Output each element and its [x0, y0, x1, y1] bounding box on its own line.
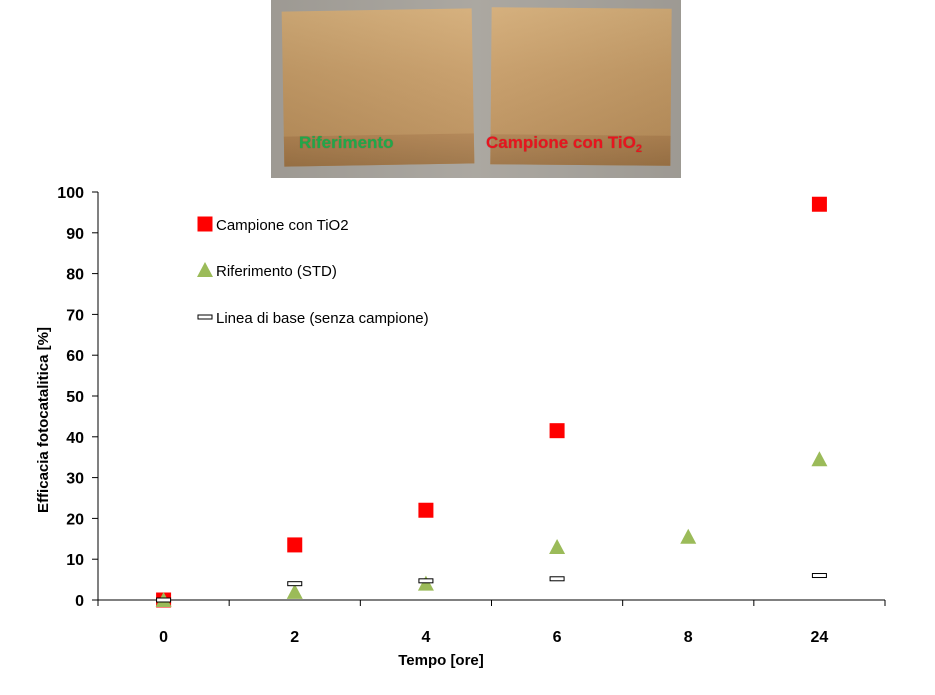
legend-label: Linea di base (senza campione): [216, 310, 429, 327]
legend-label: Campione con TiO2: [216, 217, 349, 234]
data-point-triangle: [286, 583, 303, 599]
y-tick-label: 40: [66, 430, 84, 447]
data-point-triangle: [811, 451, 828, 467]
legend-marker-square: [197, 216, 213, 232]
data-point-dash: [287, 581, 303, 587]
photo-label-sample-subscript: 2: [635, 143, 642, 155]
x-tick-label: 8: [684, 629, 693, 646]
y-axis-ticks: 0 10 20 30 40 50 60 70 80 90 100: [57, 185, 98, 610]
x-tick-label: 4: [421, 629, 430, 646]
y-tick-label: 20: [66, 511, 84, 528]
x-axis-title: Tempo [ore]: [398, 652, 484, 669]
legend: Campione con TiO2 Riferimento (STD) Linea …: [197, 216, 429, 327]
legend-marker-triangle: [197, 262, 213, 277]
y-tick-label: 90: [66, 226, 84, 243]
data-point-dash: [549, 576, 565, 582]
y-tick-label: 10: [66, 552, 84, 569]
sample-photo: Riferimento Campione con TiO2: [271, 0, 681, 178]
x-tick-label: 0: [159, 629, 168, 646]
photo-label-sample-main: Campione con TiO: [486, 133, 636, 152]
photo-label-sample: Campione con TiO2: [486, 133, 642, 155]
data-point-dash: [156, 597, 172, 603]
y-tick-label: 50: [66, 389, 84, 406]
y-tick-label: 30: [66, 471, 84, 488]
legend-marker-dash: [197, 314, 213, 320]
y-tick-label: 60: [66, 348, 84, 365]
x-axis-ticks: 0 2 4 6 8 24: [97, 600, 886, 646]
data-points: [155, 196, 828, 608]
y-axis-title: Efficacia fotocatalitica [%]: [35, 327, 52, 513]
y-tick-label: 80: [66, 267, 84, 284]
data-point-dash: [418, 578, 434, 584]
legend-label: Riferimento (STD): [216, 263, 337, 280]
x-tick-label: 24: [811, 629, 829, 646]
data-point-triangle: [680, 528, 697, 544]
data-point-square: [287, 537, 303, 553]
axes: [97, 192, 885, 601]
data-point-square: [811, 196, 827, 212]
y-tick-label: 0: [75, 593, 84, 610]
x-tick-label: 2: [290, 629, 299, 646]
data-point-triangle: [549, 538, 566, 554]
y-tick-label: 70: [66, 307, 84, 324]
x-tick-label: 6: [553, 629, 562, 646]
photo-label-reference: Riferimento: [299, 133, 394, 152]
data-point-square: [549, 423, 565, 439]
data-point-dash: [811, 573, 827, 579]
y-tick-label: 100: [57, 185, 84, 202]
data-point-square: [418, 502, 434, 518]
